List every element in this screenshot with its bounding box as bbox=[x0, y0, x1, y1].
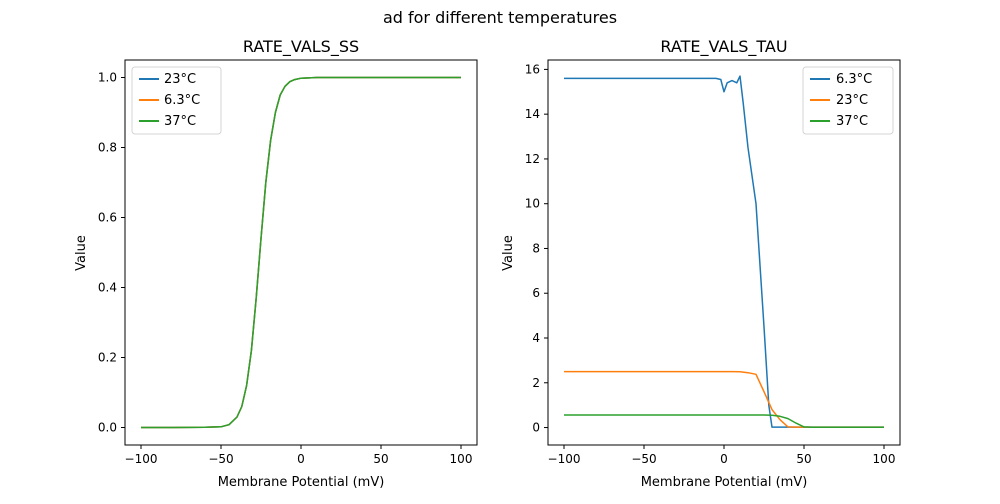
chart-tau-ytick-label: 12 bbox=[525, 152, 540, 166]
chart-tau-ytick-label: 4 bbox=[532, 331, 540, 345]
chart-tau-ytick-label: 8 bbox=[532, 241, 540, 255]
chart-ss-ylabel: Value bbox=[74, 235, 89, 271]
chart-ss: RATE_VALS_SS −100 −50 0 50 100 0.0 0.2 0.4 0.6 0.… bbox=[74, 37, 478, 490]
chart-ss-ytick-label: 0.6 bbox=[98, 211, 117, 225]
chart-tau-legend: 6.3°C 23°C 37°C bbox=[802, 66, 894, 135]
chart-ss-xtick-label: 50 bbox=[373, 452, 388, 466]
chart-tau-ytick-label: 6 bbox=[532, 286, 540, 300]
chart-tau-xtick-label: −100 bbox=[548, 452, 581, 466]
chart-tau-ytick-label: 16 bbox=[525, 62, 540, 76]
chart-tau-xlabel: Membrane Potential (mV) bbox=[641, 475, 808, 490]
chart-ss-xtick-label: −100 bbox=[125, 452, 158, 466]
chart-ss-legend-label-1: 6.3°C bbox=[164, 93, 200, 108]
chart-tau-ytick-label: 14 bbox=[525, 107, 540, 121]
chart-tau-xtick-label: 100 bbox=[873, 452, 896, 466]
chart-tau-xtick-label: −50 bbox=[631, 452, 656, 466]
chart-ss-xtick-label: 0 bbox=[297, 452, 305, 466]
chart-tau-ytick-label: 0 bbox=[532, 421, 540, 435]
chart-ss-legend-label-2: 37°C bbox=[164, 114, 196, 129]
chart-tau-ytick-label: 2 bbox=[532, 376, 540, 390]
chart-tau: RATE_VALS_TAU −100 −50 0 50 100 0 2 4 6 8 10 12 14 16… bbox=[501, 37, 901, 490]
chart-ss-xtick-label: 100 bbox=[450, 452, 473, 466]
chart-tau-series-line-2 bbox=[564, 414, 884, 429]
chart-tau-title: RATE_VALS_TAU bbox=[660, 37, 787, 57]
chart-tau-series-group bbox=[564, 75, 884, 429]
chart-tau-ylabel: Value bbox=[501, 235, 516, 271]
chart-ss-ticks: −100 −50 0 50 100 0.0 0.2 0.4 0.6 0.8 1.0 bbox=[98, 71, 473, 467]
chart-ss-ytick-label: 0.0 bbox=[98, 421, 117, 435]
chart-ss-ytick-label: 0.8 bbox=[98, 141, 117, 155]
figure-suptitle: ad for different temperatures bbox=[383, 8, 617, 27]
chart-tau-legend-label-1: 23°C bbox=[836, 93, 868, 108]
chart-tau-xtick-label: 0 bbox=[720, 452, 728, 466]
chart-ss-ytick-label: 1.0 bbox=[98, 71, 117, 85]
chart-tau-series-line-0 bbox=[564, 75, 884, 428]
chart-ss-ytick-label: 0.4 bbox=[98, 281, 117, 295]
chart-tau-legend-label-2: 37°C bbox=[836, 114, 868, 129]
chart-ss-series-line-2 bbox=[141, 76, 461, 429]
chart-ss-ytick-label: 0.2 bbox=[98, 351, 117, 365]
chart-tau-series-line-1 bbox=[564, 370, 884, 428]
chart-ss-xtick-label: −50 bbox=[208, 452, 233, 466]
chart-ss-xlabel: Membrane Potential (mV) bbox=[218, 475, 385, 490]
chart-ss-legend: 23°C 6.3°C 37°C bbox=[131, 66, 222, 135]
chart-ss-legend-label-0: 23°C bbox=[164, 72, 196, 87]
chart-tau-legend-box bbox=[802, 66, 894, 135]
chart-ss-series-group bbox=[141, 76, 461, 429]
chart-tau-ticks: −100 −50 0 50 100 0 2 4 6 8 10 12 14 16 bbox=[525, 62, 896, 466]
chart-ss-legend-box bbox=[131, 66, 222, 135]
chart-tau-legend-label-0: 6.3°C bbox=[836, 72, 872, 87]
chart-ss-title: RATE_VALS_SS bbox=[243, 37, 359, 57]
chart-tau-xtick-label: 50 bbox=[796, 452, 811, 466]
chart-tau-ytick-label: 10 bbox=[525, 197, 540, 211]
